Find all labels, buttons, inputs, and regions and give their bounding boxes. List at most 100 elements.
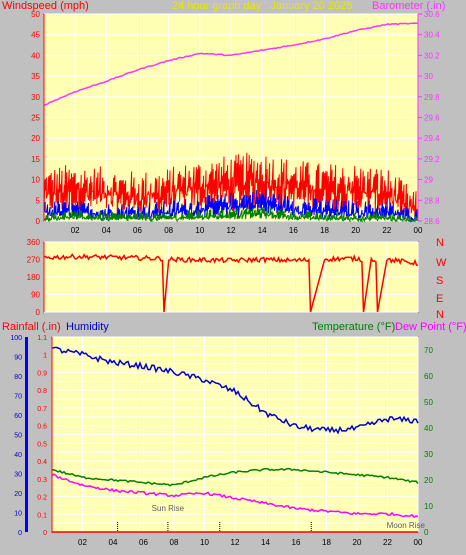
humidity-tick-label: 10 [14,511,22,518]
moonrise-label: Moon Rise [387,521,426,530]
humidity-tick-label: 80 [14,374,22,381]
rain-tick-label: 0.7 [37,406,47,413]
wind-tick-label: 5 [36,196,41,205]
humidity-tick-label: 40 [14,452,22,459]
rainfall-axis-title: Rainfall (.in) [2,321,61,333]
wind-direction-line [43,253,419,313]
temperature-tick-label: 50 [424,398,433,407]
wind-gust-line [43,152,418,217]
rain-tick-label: 0.1 [37,512,47,519]
wind-x-tick-label: 10 [195,226,204,235]
wind-tick-label: 40 [31,51,40,60]
wind-x-tick-label: 14 [258,226,267,235]
humidity-tick-label: 90 [14,355,22,362]
climate-x-tick-label: 02 [78,538,87,547]
direction-tick-label: 180 [27,273,41,282]
humidity-axis-title: Humidity [66,321,109,333]
climate-x-tick-label: 10 [200,538,209,547]
barometer-tick-label: 29.6 [424,114,440,123]
wind-x-tick-label: 16 [289,226,298,235]
wind-plot-area: 0 5 10 15 20 25 30 35 40 45 50 28.6 28.8 29 29.2 29.4 29… [31,10,440,235]
barometer-axis-title: Barometer (.in) [372,0,446,12]
barometer-tick-label: 29 [424,176,433,185]
compass-label: S [436,275,443,287]
rain-tick-label: 0.9 [37,370,47,377]
rain-tick-label: 0.2 [37,495,47,502]
wind-x-tick-label: 22 [382,226,391,235]
barometer-tick-label: 30.4 [424,31,440,40]
temperature-line [51,467,419,487]
compass-label: E [436,293,443,305]
rain-humidity-temp-plot: 0 0.1 0.2 0.3 0.4 0.5 0.6 0.7 0.8 0.9 1 1.1 0 10 20 30 4… [10,335,433,547]
rain-tick-label: 0.6 [37,424,47,431]
wind-low-line [43,206,418,223]
barometer-tick-label: 29.2 [424,155,440,164]
climate-x-tick-label: 08 [170,538,179,547]
climate-x-tick-label: 16 [292,538,301,547]
humidity-tick-label: 50 [14,433,22,440]
climate-x-tick-label: 18 [322,538,331,547]
temperature-tick-label: 40 [424,424,433,433]
direction-tick-label: 270 [27,256,41,265]
rain-tick-label: 0.3 [37,477,47,484]
rain-tick-label: 0.4 [37,459,47,466]
wind-tick-label: 15 [31,155,40,164]
wind-x-tick-label: 02 [71,226,80,235]
wind-tick-label: 45 [31,31,40,40]
wind-x-tick-label: 04 [102,226,111,235]
barometer-tick-label: 28.8 [424,196,440,205]
humidity-tick-label: 60 [14,413,22,420]
wind-tick-label: 30 [31,93,40,102]
climate-x-tick-label: 04 [109,538,118,547]
wind-tick-label: 50 [31,10,40,19]
temperature-tick-label: 20 [424,476,433,485]
rain-tick-label: 1 [43,353,47,360]
wind-tick-label: 0 [36,217,41,226]
climate-x-tick-label: 00 [414,538,423,547]
humidity-tick-label: 100 [10,335,22,342]
wind-x-tick-label: 00 [414,226,423,235]
sunrise-label: Sun Rise [152,504,185,513]
climate-x-tick-label: 14 [261,538,270,547]
temperature-tick-label: 60 [424,372,433,381]
dewpoint-line [51,473,419,519]
humidity-tick-label: 20 [14,491,22,498]
rain-tick-label: 0.8 [37,388,47,395]
humidity-line [51,346,419,435]
direction-tick-label: 0 [36,308,41,317]
wind-speed-series [43,152,418,223]
wind-x-tick-label: 12 [227,226,236,235]
temperature-tick-label: 10 [424,502,433,511]
direction-tick-label: 90 [31,291,40,300]
wind-x-tick-label: 08 [164,226,173,235]
astronomy-annotations: Sun Rise Moon Rise [117,504,426,532]
barometer-tick-label: 30 [424,72,433,81]
graph-title: 24 hour graph day : January 20 2025 [172,0,353,12]
barometer-tick-label: 29.8 [424,93,440,102]
humidity-tick-label: 70 [14,394,22,401]
humidity-tick-label: 0 [18,530,22,537]
compass-label: W [436,257,447,269]
dewpoint-axis-title: Dew Point (°F) [395,321,466,333]
wind-axes: 0 5 10 15 20 25 30 35 40 45 50 28.6 28.8 29 29.2 29.4 29… [31,10,440,235]
barometer-tick-label: 30.6 [424,10,440,19]
wind-x-tick-label: 20 [351,226,360,235]
rain-tick-label: 0.5 [37,441,47,448]
climate-x-tick-label: 20 [353,538,362,547]
wind-x-tick-label: 06 [133,226,142,235]
wind-tick-label: 10 [31,176,40,185]
barometer-tick-label: 30.2 [424,51,440,60]
wind-tick-label: 25 [31,114,40,123]
wind-x-tick-label: 18 [320,226,329,235]
compass-label: N [436,237,444,249]
rain-tick-label: 1.1 [37,335,47,342]
temperature-tick-label: 70 [424,346,433,355]
temperature-axis-title: Temperature (°F) [312,321,396,333]
climate-series [51,346,419,533]
rain-tick-label: 0 [43,530,47,537]
windspeed-axis-title: Windspeed (mph) [2,0,89,12]
wind-tick-label: 20 [31,134,40,143]
